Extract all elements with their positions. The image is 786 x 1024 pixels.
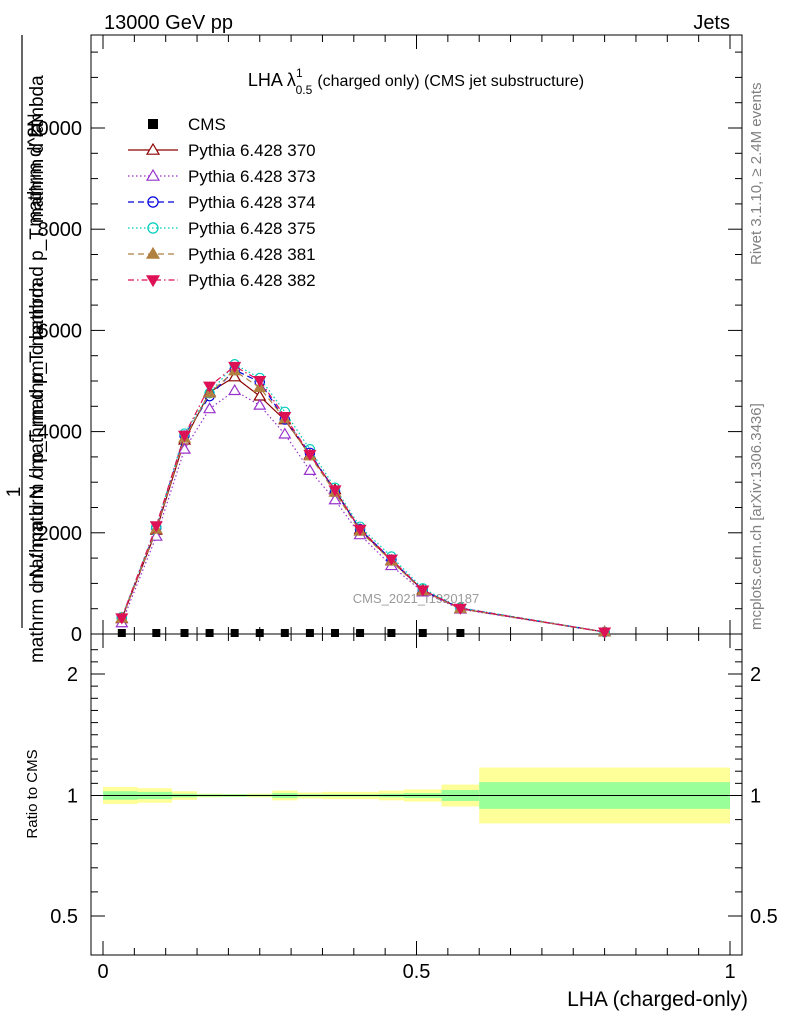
- series-marker: [115, 613, 129, 625]
- cms-point: [387, 629, 396, 637]
- series-marker: [384, 554, 398, 566]
- xtick-label: 0: [97, 961, 108, 983]
- series-marker: [149, 521, 163, 533]
- series-marker: [598, 627, 612, 639]
- cms-data-points: [117, 629, 465, 637]
- xtick-label: 0.5: [403, 961, 431, 983]
- ratio-y-label: Ratio to CMS: [24, 749, 41, 838]
- series-marker: [228, 370, 242, 382]
- series-marker: [253, 376, 267, 388]
- series-marker: [278, 411, 292, 424]
- side-label-mcplots: mcplots.cern.ch [arXiv:1306.3436]: [748, 403, 765, 630]
- legend-label: Pythia 6.428 382: [188, 271, 316, 290]
- series-marker: [145, 246, 161, 259]
- ytick-label: 0: [71, 624, 82, 646]
- chart-title-sup: 1: [296, 66, 303, 80]
- ratio-ytick-label-right: 0.5: [750, 906, 778, 928]
- series-layer: [115, 359, 612, 639]
- series-marker: [177, 430, 192, 442]
- chart-title-lead: LHA λ: [248, 70, 296, 90]
- main-axis: 0 2000 4000 6000 8000 10000: [26, 51, 742, 646]
- series-marker: [203, 381, 217, 393]
- series-marker: [147, 222, 159, 234]
- ytick-label: 8000: [38, 219, 83, 241]
- header-left: 13000 GeV pp: [104, 12, 233, 34]
- series-marker: [149, 529, 163, 541]
- cms-point: [305, 629, 314, 637]
- legend-label: Pythia 6.428 375: [188, 219, 316, 238]
- cms-point: [230, 629, 239, 637]
- series-marker: [253, 398, 267, 410]
- series-marker: [145, 142, 161, 155]
- ratio-axis: 0.5 0.5 1 1 2 2: [50, 649, 778, 928]
- series-marker: [228, 361, 242, 374]
- y-axis-label-top: mathrm d^2N: [25, 113, 46, 226]
- series-marker: [328, 493, 342, 505]
- chart-title: LHA λ1 0.5 (charged only) (CMS jet substru…: [248, 66, 584, 97]
- x-axis: 0 0.5 1: [97, 35, 736, 983]
- ratio-ytick-label: 0.5: [50, 906, 78, 928]
- series-line: [121, 365, 605, 633]
- legend-label: Pythia 6.428 370: [188, 141, 316, 160]
- legend-marker-cms: [148, 119, 158, 129]
- cms-point: [356, 629, 365, 637]
- ytick-label: 10000: [26, 118, 82, 140]
- header-right: Jets: [693, 12, 730, 34]
- cms-point: [280, 629, 289, 637]
- cms-point: [330, 629, 339, 637]
- legend: CMS Pythia 6.428 370 Pythia 6.428 373 Pythi…: [128, 115, 316, 290]
- ytick-label: 2000: [38, 523, 83, 545]
- cms-point: [180, 629, 189, 637]
- y-axis-label-num: 1: [4, 487, 25, 498]
- series-marker: [328, 485, 342, 497]
- y-axis-label: mathrm d^2N 1 mathrm d N / mathrm d p_T …: [4, 35, 48, 663]
- cms-point: [255, 629, 264, 637]
- xtick-label: 1: [724, 961, 735, 983]
- cms-point: [418, 629, 427, 637]
- cms-point: [456, 629, 465, 637]
- series-marker: [303, 449, 317, 462]
- ytick-label: 6000: [38, 320, 83, 342]
- cms-point: [117, 629, 126, 637]
- chart-title-sub: 0.5: [296, 83, 313, 97]
- series-marker: [453, 603, 467, 615]
- ratio-ytick-label-right: 1: [750, 786, 761, 808]
- legend-label-cms: CMS: [188, 115, 226, 134]
- cms-point: [152, 629, 161, 637]
- ratio-bands: [91, 767, 742, 824]
- side-label-rivet: Rivet 3.1.10, ≥ 2.4M events: [748, 83, 765, 266]
- series-marker: [145, 275, 161, 288]
- series-line: [121, 363, 605, 633]
- cms-point: [205, 629, 214, 637]
- y-axis-label-bottom: mathrm d N / mathrm d p_T mathrm d p_T m…: [27, 75, 48, 585]
- series-marker: [228, 383, 242, 396]
- series-marker: [416, 585, 430, 597]
- series-marker: [147, 196, 159, 208]
- series-marker: [203, 402, 217, 414]
- legend-label: Pythia 6.428 381: [188, 245, 316, 264]
- y-axis-label-main: mathrm d N / mathrm d p_T mathrm d lambd…: [27, 277, 48, 664]
- series-marker: [353, 524, 367, 536]
- legend-label: Pythia 6.428 374: [188, 193, 316, 212]
- legend-label: Pythia 6.428 373: [188, 167, 316, 186]
- x-axis-label: LHA (charged-only): [567, 988, 748, 1011]
- ytick-label: 4000: [38, 422, 83, 444]
- ratio-ytick-label: 2: [67, 664, 78, 686]
- series-marker: [278, 427, 292, 439]
- ratio-ytick-label: 1: [67, 786, 78, 808]
- series-marker: [303, 463, 317, 476]
- ratio-ytick-label-right: 2: [750, 664, 761, 686]
- series-marker: [145, 168, 161, 181]
- chart-title-tail: (charged only) (CMS jet substructure): [317, 73, 584, 90]
